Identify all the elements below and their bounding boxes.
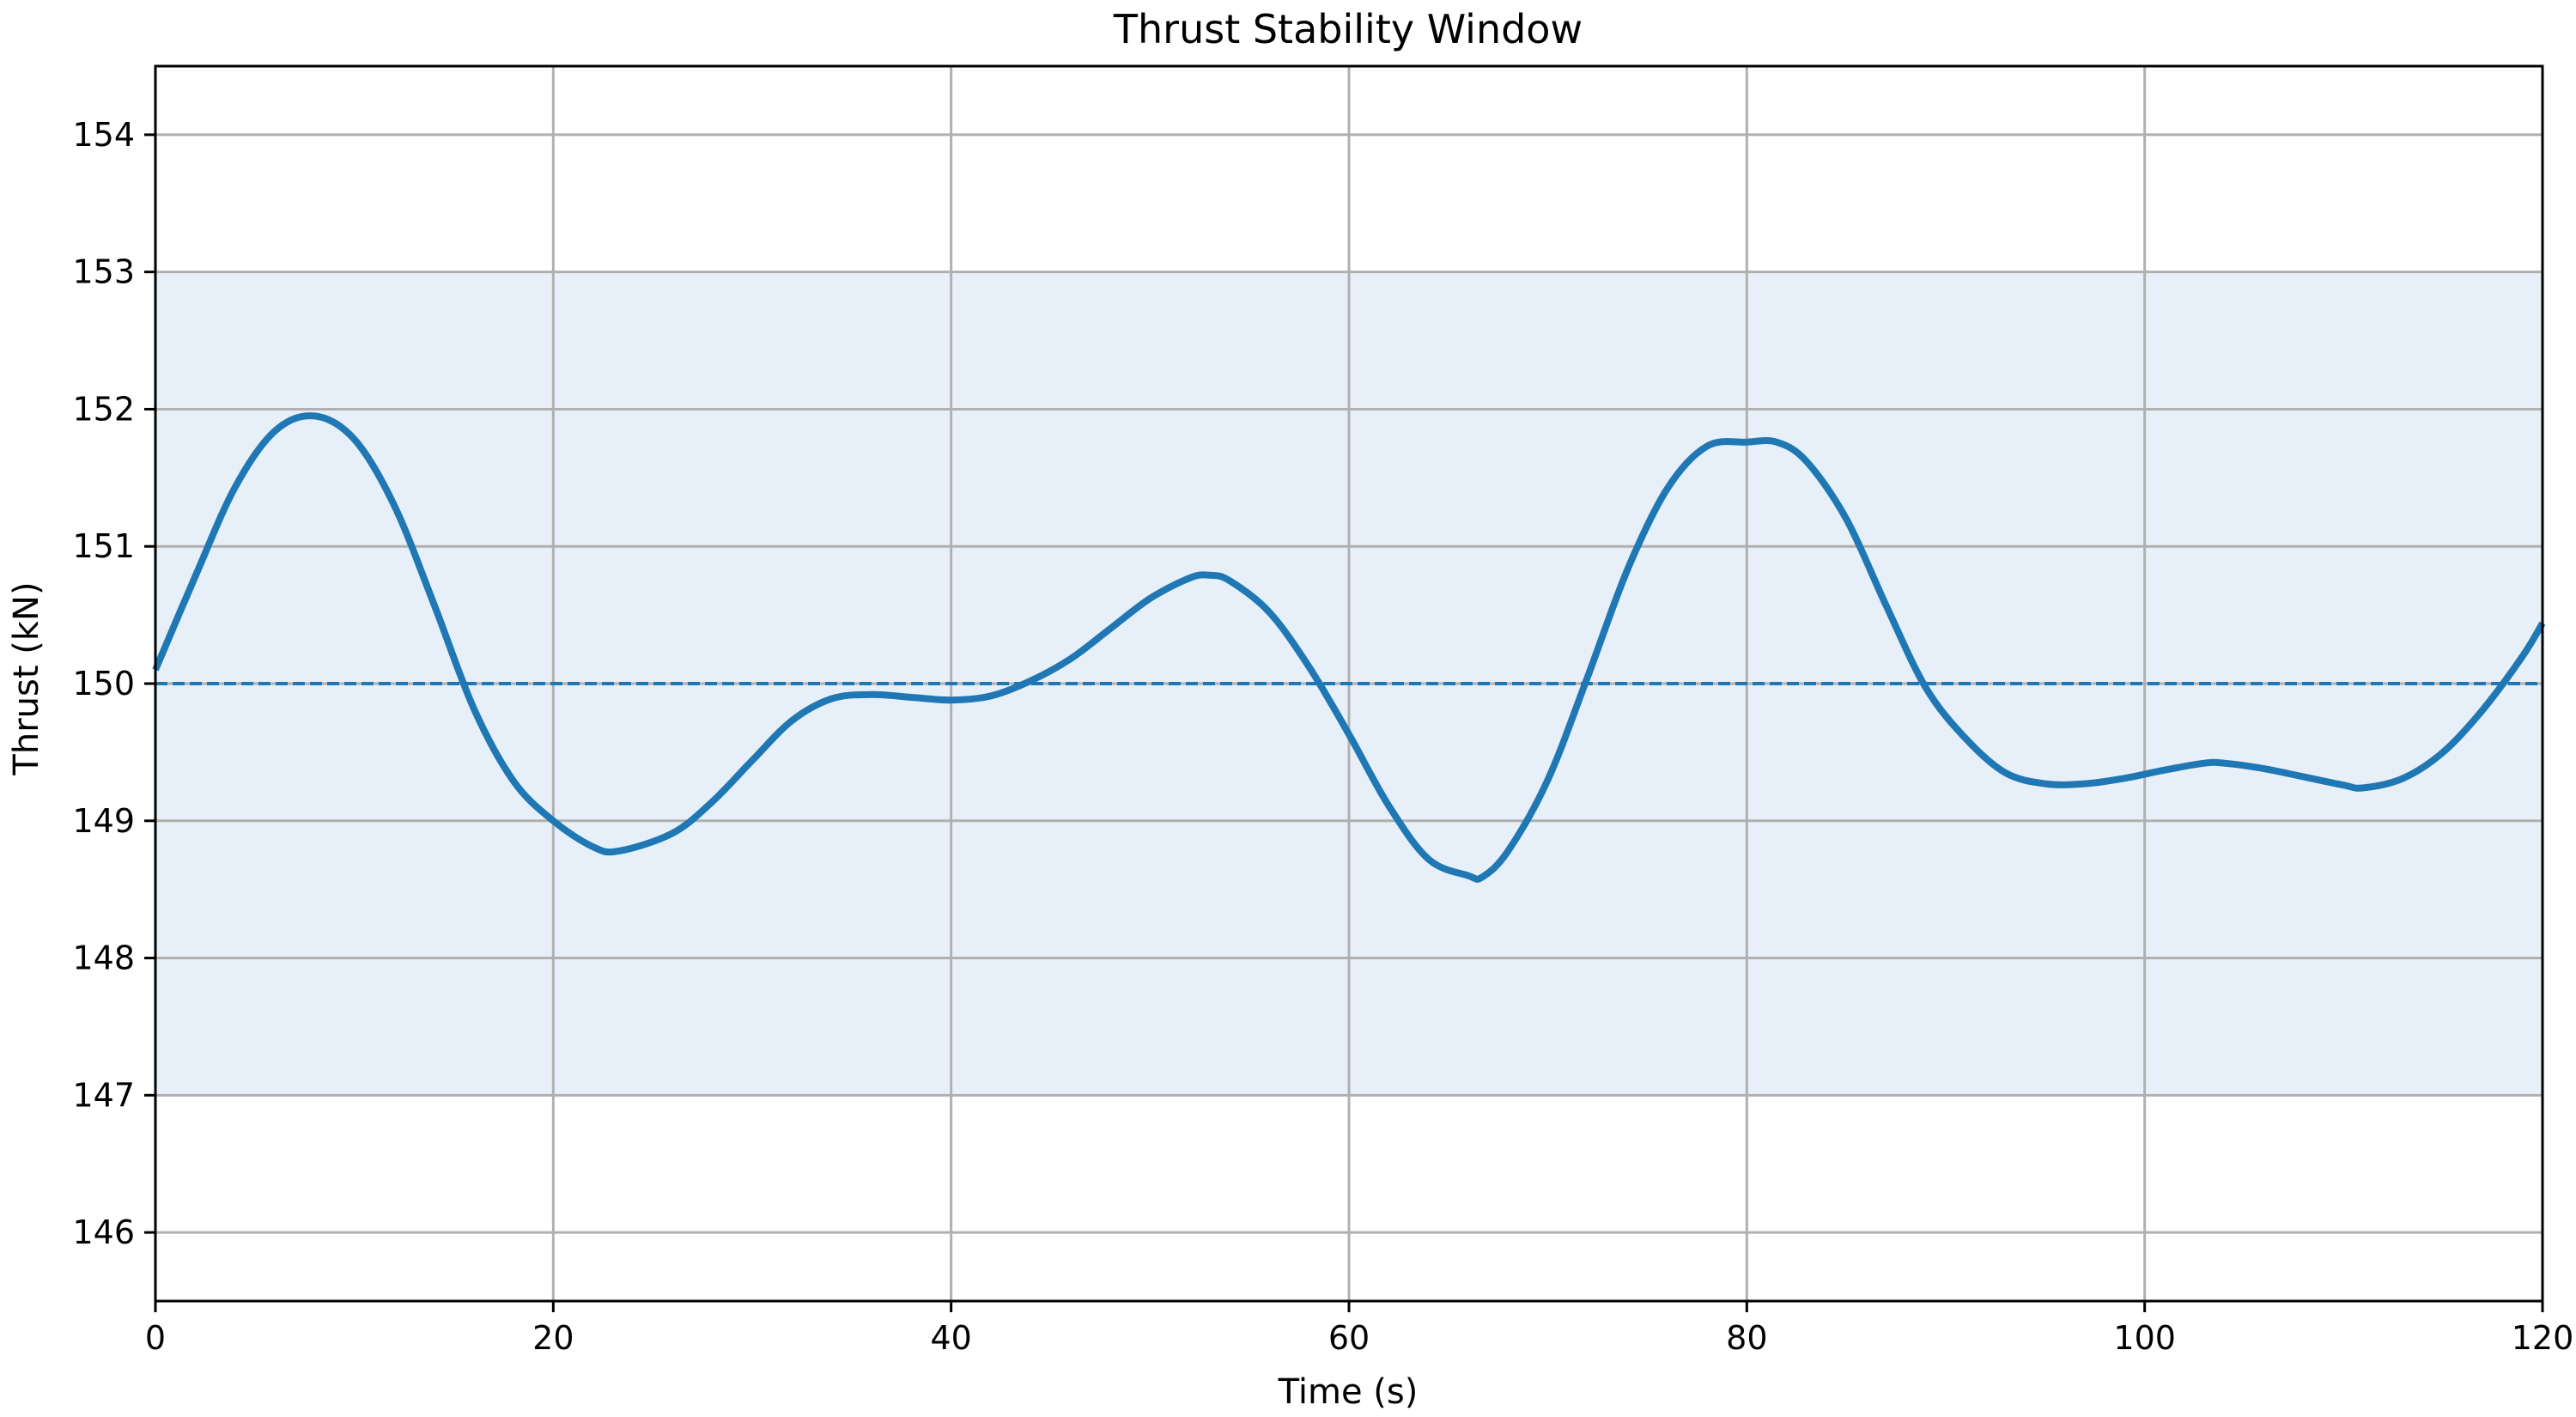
x-tick-label: 0 <box>145 1319 166 1357</box>
x-axis-label: Time (s) <box>1278 1372 1419 1412</box>
series-layer <box>152 412 2546 883</box>
y-tick-label: 149 <box>72 802 135 840</box>
chart-title: Thrust Stability Window <box>1113 6 1583 52</box>
y-axis-ticks: 146 147 148 149 150 151 152 153 154 <box>72 116 155 1251</box>
x-tick-label: 20 <box>532 1319 574 1357</box>
x-tick-label: 40 <box>930 1319 971 1357</box>
y-tick-label: 154 <box>72 116 135 154</box>
x-tick-label: 100 <box>2113 1319 2176 1357</box>
thrust-series-line <box>152 412 2546 883</box>
y-axis-label: Thrust (kN) <box>7 581 46 775</box>
y-tick-label: 152 <box>72 390 135 428</box>
x-tick-label: 120 <box>2512 1319 2574 1357</box>
y-tick-label: 153 <box>72 253 135 291</box>
y-tick-label: 151 <box>72 527 135 565</box>
x-tick-label: 80 <box>1726 1319 1767 1357</box>
y-tick-label: 150 <box>72 665 135 702</box>
y-tick-label: 148 <box>72 940 135 977</box>
y-tick-label: 147 <box>72 1076 135 1114</box>
y-tick-label: 146 <box>72 1213 135 1251</box>
x-axis-ticks: 0 20 40 60 80 100 120 <box>145 1301 2573 1357</box>
x-tick-label: 60 <box>1328 1319 1370 1357</box>
